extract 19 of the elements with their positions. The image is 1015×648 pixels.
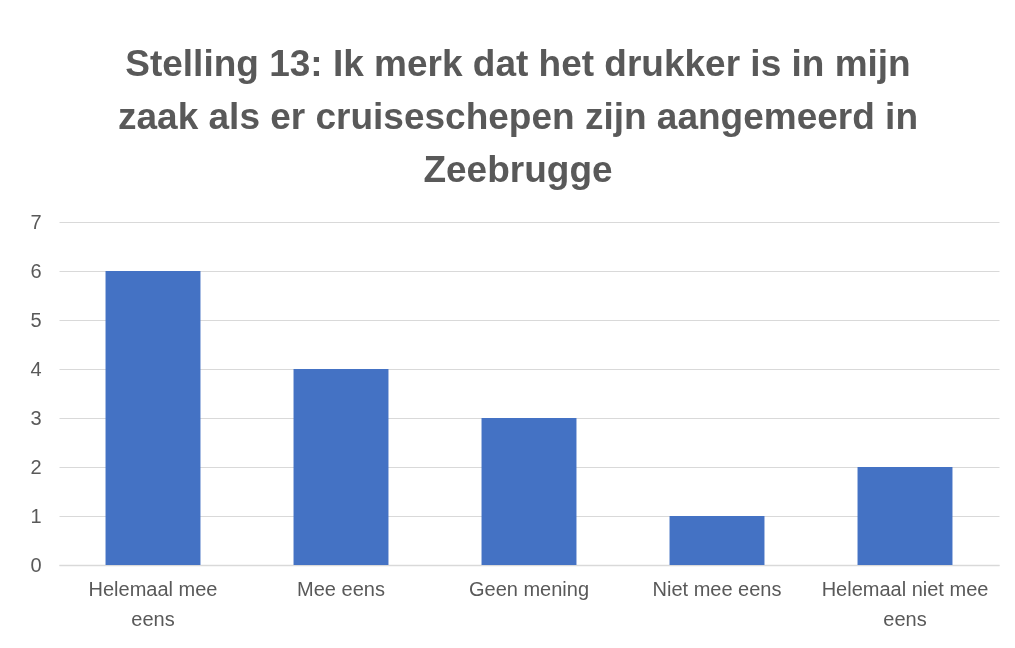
y-tick-label: 1 [30, 504, 42, 527]
x-tick-label: Mee eens [297, 577, 385, 600]
y-tick-label: 2 [30, 455, 42, 478]
chart-title: Stelling 13: Ik merk dat het drukker is in mijn zaak als er cruiseschepen zijn aangemeerd in Zeebrugge [118, 43, 918, 190]
bar [669, 516, 765, 565]
y-tick-label: 0 [30, 553, 42, 576]
y-tick-label: 7 [30, 210, 42, 233]
bar [857, 467, 953, 565]
x-tick-label: Helemaal niet mee eens [821, 577, 989, 630]
y-tick-label: 3 [30, 406, 42, 429]
bar [481, 418, 577, 565]
y-tick-label: 5 [30, 308, 42, 331]
y-tick-label: 4 [30, 357, 42, 380]
x-tick-label: Niet mee eens [652, 577, 782, 600]
bar [293, 369, 389, 565]
bar [105, 271, 201, 565]
x-tick-label: Geen mening [468, 577, 590, 600]
x-tick-label: Helemaal mee eens [88, 577, 218, 630]
y-tick-label: 6 [30, 259, 42, 282]
